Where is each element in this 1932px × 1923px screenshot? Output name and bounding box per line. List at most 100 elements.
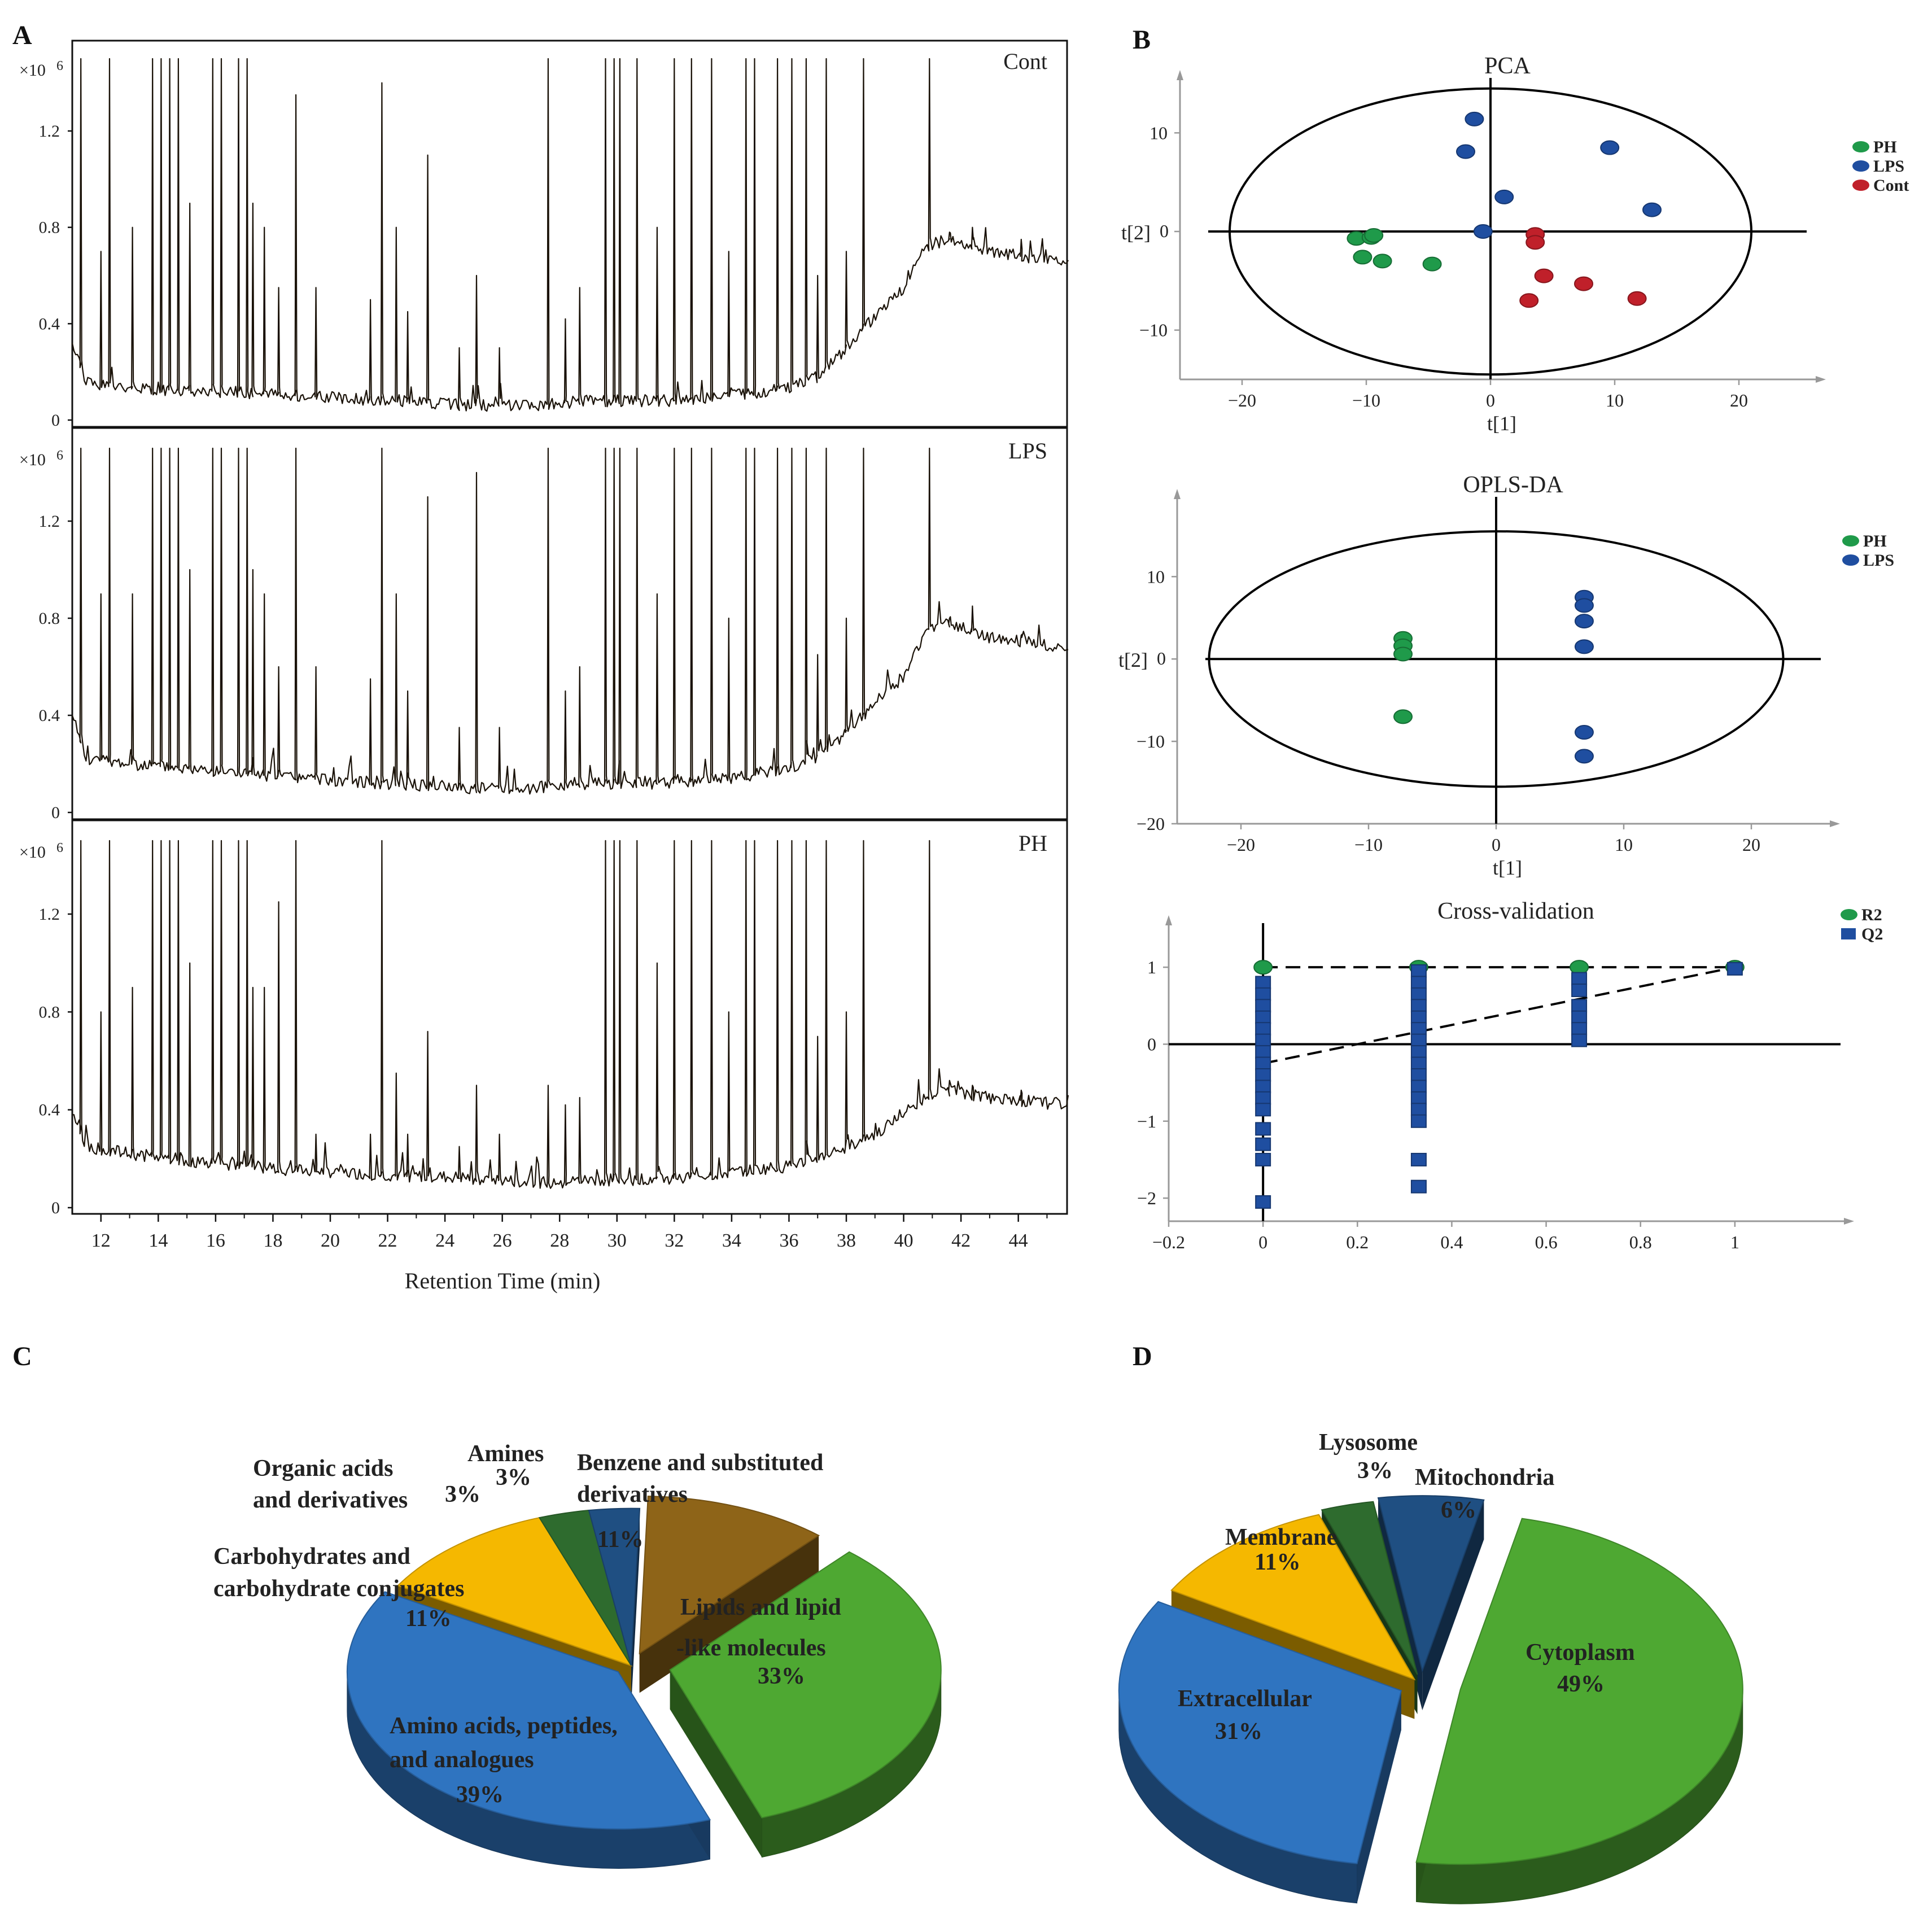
pca-point-cont: [1526, 235, 1545, 250]
panel-name-ph: PH: [1019, 831, 1047, 856]
x-tick-label: 18: [263, 1230, 282, 1251]
pca-point-cont: [1627, 291, 1647, 306]
crossval-point-q2: [1255, 1195, 1271, 1209]
x-axis-label: Retention Time (min): [405, 1268, 601, 1293]
y-tick-label: 0.8: [39, 609, 60, 628]
classes-slice-label: carbohydrate conjugates: [213, 1576, 464, 1602]
crossval-point-q2: [1255, 999, 1271, 1013]
oplsda-y-axis-label: t[2]: [1118, 649, 1148, 671]
pca-y-tick-label: 0: [1160, 221, 1169, 241]
x-tick-label: 16: [206, 1230, 225, 1251]
pca-point-lps: [1494, 189, 1514, 204]
pca-x-tick-label: 0: [1486, 390, 1495, 410]
locations-slice-cut: [1357, 1690, 1401, 1903]
oplsda-y-arrow: [1174, 489, 1181, 499]
x-tick-label: 14: [148, 1230, 168, 1251]
classes-slice-label: Lipids and lipid: [680, 1594, 841, 1620]
y-tick-label: 0: [51, 803, 60, 822]
crossval-point-q2: [1571, 972, 1588, 986]
classes-slice-percent: 3%: [445, 1481, 480, 1507]
crossval-point-q2: [1410, 1045, 1427, 1059]
pca-point-ph: [1372, 254, 1392, 269]
q2-regression-line: [1262, 966, 1736, 1065]
crossval-point-q2: [1255, 1079, 1271, 1094]
locations-slice-percent: 49%: [1557, 1671, 1605, 1697]
crossval-point-q2: [1410, 987, 1427, 1001]
pca-point-ph: [1422, 256, 1442, 272]
crossval-point-q2: [1410, 1103, 1427, 1117]
classes-slice-2: [396, 1516, 633, 1667]
pca-y-tick-label: 10: [1149, 123, 1168, 143]
x-tick-label: 30: [607, 1230, 627, 1251]
classes-slice-label: Benzene and substituted: [577, 1450, 823, 1476]
y-tick-label: 0.4: [39, 314, 60, 333]
y-multiplier-label: ×10: [19, 451, 46, 469]
oplsda-point-lps: [1574, 614, 1594, 629]
locations-slice-label: Mitochondria: [1415, 1465, 1554, 1491]
crossval-y-tick-label: −2: [1137, 1188, 1156, 1208]
pca-point-cont: [1534, 268, 1554, 283]
oplsda-x-arrow: [1830, 820, 1840, 827]
oplsda-x-tick-label: −10: [1354, 834, 1383, 855]
panel-letter-d: D: [1133, 1341, 1152, 1371]
crossval-point-q2: [1255, 1152, 1271, 1166]
crossval-x-tick-label: 0.8: [1629, 1232, 1652, 1252]
x-tick-label: 20: [321, 1230, 340, 1251]
crossval-x-tick-label: 0.6: [1535, 1232, 1558, 1252]
x-tick-label: 32: [665, 1230, 684, 1251]
chromatogram-trace-ph: [72, 840, 1069, 1189]
x-tick-label: 38: [837, 1230, 856, 1251]
pca-legend-swatch-ph: [1852, 141, 1869, 152]
y-exponent-label: 6: [56, 59, 63, 73]
crossval-y-arrow: [1165, 915, 1172, 925]
oplsda-hotelling-ellipse: [1208, 530, 1785, 788]
oplsda-legend-swatch-ph: [1842, 535, 1859, 547]
y-tick-label: 1.2: [39, 905, 60, 924]
crossval-legend-label-r2: R2: [1861, 906, 1882, 924]
pca-point-lps: [1642, 202, 1662, 217]
chromatogram-trace-lps: [71, 447, 1069, 795]
locations-slice-label: Lysosome: [1319, 1430, 1418, 1456]
pca-hotelling-ellipse: [1229, 87, 1752, 376]
x-tick-label: 22: [378, 1230, 397, 1251]
crossval-point-q2: [1255, 1022, 1271, 1036]
crossval-y-tick-label: 0: [1147, 1034, 1156, 1054]
crossval-legend-swatch-r2: [1841, 909, 1857, 920]
panel-letter-c: C: [12, 1341, 32, 1371]
pca-y-axis-label: t[2]: [1121, 221, 1151, 244]
y-tick-label: 0.4: [39, 1101, 60, 1120]
y-tick-label: 0: [51, 1199, 60, 1217]
oplsda-x-tick-label: −20: [1227, 834, 1255, 855]
pca-point-lps: [1473, 224, 1493, 239]
panel-name-lps: LPS: [1008, 438, 1047, 464]
y-exponent-label: 6: [56, 841, 63, 855]
chromatogram-trace-cont: [71, 58, 1069, 412]
pca-legend-swatch-cont: [1852, 180, 1869, 191]
crossval-point-q2: [1255, 976, 1271, 990]
x-tick-label: 24: [435, 1230, 454, 1251]
classes-slice-label: and derivatives: [253, 1487, 408, 1513]
locations-slice-label: Cytoplasm: [1526, 1640, 1635, 1666]
pca-y-tick-label: −10: [1139, 320, 1168, 340]
pca-legend-label-ph: PH: [1873, 138, 1897, 156]
locations-slice-0: [1415, 1518, 1743, 1865]
oplsda-title: OPLS-DA: [1463, 472, 1563, 498]
crossval-x-tick-label: −0.2: [1152, 1232, 1185, 1252]
classes-slice-label: Amino acids, peptides,: [390, 1713, 618, 1739]
oplsda-legend-label-ph: PH: [1863, 532, 1887, 550]
pca-legend-swatch-lps: [1852, 160, 1869, 172]
crossval-point-q2: [1410, 1114, 1427, 1128]
crossval-point-q2: [1410, 1079, 1427, 1094]
locations-slice-percent: 11%: [1255, 1549, 1301, 1575]
crossval-legend-swatch-q2: [1841, 928, 1856, 939]
oplsda-point-lps: [1574, 749, 1594, 764]
x-tick-label: 28: [550, 1230, 569, 1251]
pca-legend-label-cont: Cont: [1873, 176, 1909, 195]
x-tick-label: 44: [1009, 1230, 1028, 1251]
oplsda-y-tick-label: −10: [1137, 731, 1165, 751]
classes-slice-label: -like molecules: [676, 1635, 826, 1661]
classes-slice-5: [639, 1496, 820, 1655]
crossval-title: Cross-validation: [1437, 898, 1594, 924]
